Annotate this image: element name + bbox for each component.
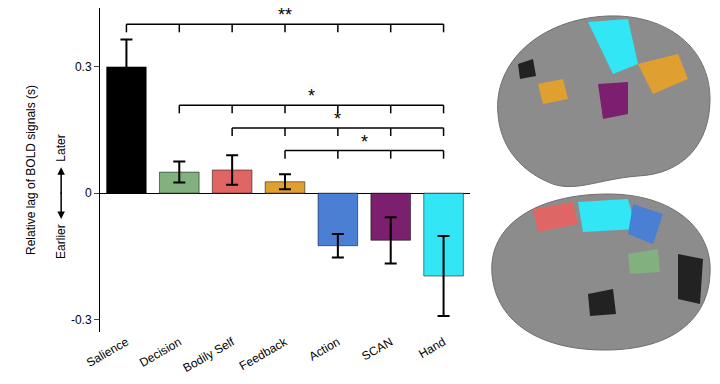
svg-text:Later: Later xyxy=(54,134,68,161)
svg-text:Decision: Decision xyxy=(137,335,184,370)
svg-text:0.3: 0.3 xyxy=(75,60,92,74)
svg-text:Hand: Hand xyxy=(416,335,448,361)
svg-text:Feedback: Feedback xyxy=(237,334,291,373)
svg-text:*: * xyxy=(361,132,368,152)
svg-text:Salience: Salience xyxy=(84,335,131,370)
svg-text:Action: Action xyxy=(306,335,342,364)
svg-text:Relative lag of BOLD signals (: Relative lag of BOLD signals (s) xyxy=(24,85,38,255)
svg-text:*: * xyxy=(334,109,341,129)
svg-text:0: 0 xyxy=(85,186,92,200)
svg-text:Earlier: Earlier xyxy=(54,224,68,259)
svg-text:*: * xyxy=(308,86,315,106)
svg-text:-0.3: -0.3 xyxy=(71,313,92,327)
svg-text:SCAN: SCAN xyxy=(359,335,395,364)
svg-text:**: ** xyxy=(278,5,292,25)
svg-text:Bodily Self: Bodily Self xyxy=(181,334,238,375)
